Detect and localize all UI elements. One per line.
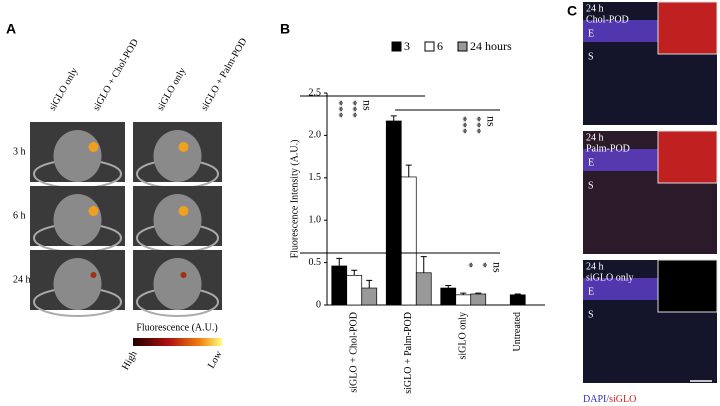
signal [178, 206, 189, 216]
stroma-label: S [588, 309, 594, 320]
bar [361, 287, 378, 306]
legend-label: 24 hours [470, 39, 512, 53]
siglo: siGLO [609, 394, 636, 405]
legend-swatch [424, 41, 435, 52]
significance-label: *** [346, 100, 360, 118]
colorbar-label: Low [206, 348, 225, 370]
mouse-body [53, 258, 102, 310]
y-tick-label: 0.5 [309, 257, 322, 268]
legend-label: 6 [437, 39, 443, 53]
significance-label: *** [470, 116, 484, 134]
significance-label: *** [456, 116, 470, 134]
error-bar [420, 256, 427, 273]
error-bar [390, 115, 397, 121]
column-header: siGLO + Palm-POD [199, 36, 249, 112]
row-label: 6 h [13, 210, 26, 221]
signal [88, 142, 99, 152]
inset [657, 1, 718, 55]
x-tick-label: Untreated [512, 312, 523, 351]
epithelium-label: E [588, 157, 594, 168]
bar [415, 272, 432, 306]
mouse-body [153, 194, 202, 246]
colorbar-label: High [120, 349, 140, 372]
panel-label: B [280, 21, 290, 37]
epithelium-label: E [588, 28, 594, 39]
colorbar-title: Fluorescence (A.U.) [136, 322, 217, 333]
legend-swatch [457, 41, 468, 52]
signal [88, 206, 99, 216]
image-time: 24 h [586, 3, 604, 14]
error-bar [514, 293, 521, 295]
panel-label: A [6, 21, 16, 37]
stroma-label: S [588, 180, 594, 191]
bar [346, 274, 363, 306]
dapi: DAPI/ [583, 394, 609, 405]
bar [470, 293, 487, 306]
error-bar [460, 292, 467, 295]
signal [90, 272, 97, 278]
error-bar [445, 284, 452, 289]
inset [657, 130, 718, 184]
column-header: siGLO only [155, 66, 188, 113]
mouse-body [153, 258, 202, 310]
bar [440, 287, 457, 306]
legend-swatch [391, 41, 402, 52]
bar [331, 265, 348, 306]
colorbar [133, 338, 222, 346]
y-tick-label: 2.0 [309, 130, 322, 141]
error-bar [351, 269, 358, 276]
stroma-label: S [588, 51, 594, 62]
footer-text: DAPI/siGLO [583, 394, 636, 405]
y-tick-label: 1.5 [309, 172, 322, 183]
row-label: 3 h [13, 146, 26, 157]
x-tick-label: siGLO + Chol-POD [349, 312, 360, 393]
x-tick-label: siGLO + Palm-POD [403, 312, 414, 394]
bar [385, 120, 402, 306]
y-tick-label: 1.0 [309, 214, 322, 225]
column-header: siGLO only [47, 66, 80, 113]
row-label: 24 h [13, 274, 31, 285]
image-name: Chol-POD [586, 14, 629, 25]
image-time: 24 h [586, 261, 604, 272]
panel-label: C [567, 3, 577, 19]
mouse-body [53, 194, 102, 246]
inset [657, 259, 718, 313]
mouse-body [153, 130, 202, 182]
bar [455, 294, 472, 306]
significance-label: *** [332, 100, 346, 118]
error-bar [405, 164, 412, 177]
error-bar [336, 257, 343, 266]
significance-label: ns [484, 116, 498, 127]
bar [400, 176, 417, 306]
image-name: siGLO only [586, 272, 634, 283]
significance-label: * [476, 262, 490, 268]
legend-label: 3 [404, 39, 410, 53]
significance-label: ns [360, 100, 374, 111]
significance-label: * [462, 262, 476, 268]
y-tick-label: 0 [316, 299, 321, 310]
significance-label: ns [490, 262, 504, 273]
mouse-body [53, 130, 102, 182]
image-time: 24 h [586, 132, 604, 143]
error-bar [366, 279, 373, 289]
y-axis-label: Fluorescence Intensity (A.U.) [289, 140, 300, 259]
epithelium-label: E [588, 286, 594, 297]
signal [180, 272, 187, 278]
error-bar [475, 292, 482, 294]
bar [509, 294, 526, 306]
column-header: siGLO + Chol-POD [91, 37, 141, 112]
signal [178, 142, 189, 152]
x-tick-label: siGLO only [458, 312, 469, 360]
image-name: Palm-POD [586, 143, 630, 154]
y-tick-label: 2.5 [309, 87, 322, 98]
